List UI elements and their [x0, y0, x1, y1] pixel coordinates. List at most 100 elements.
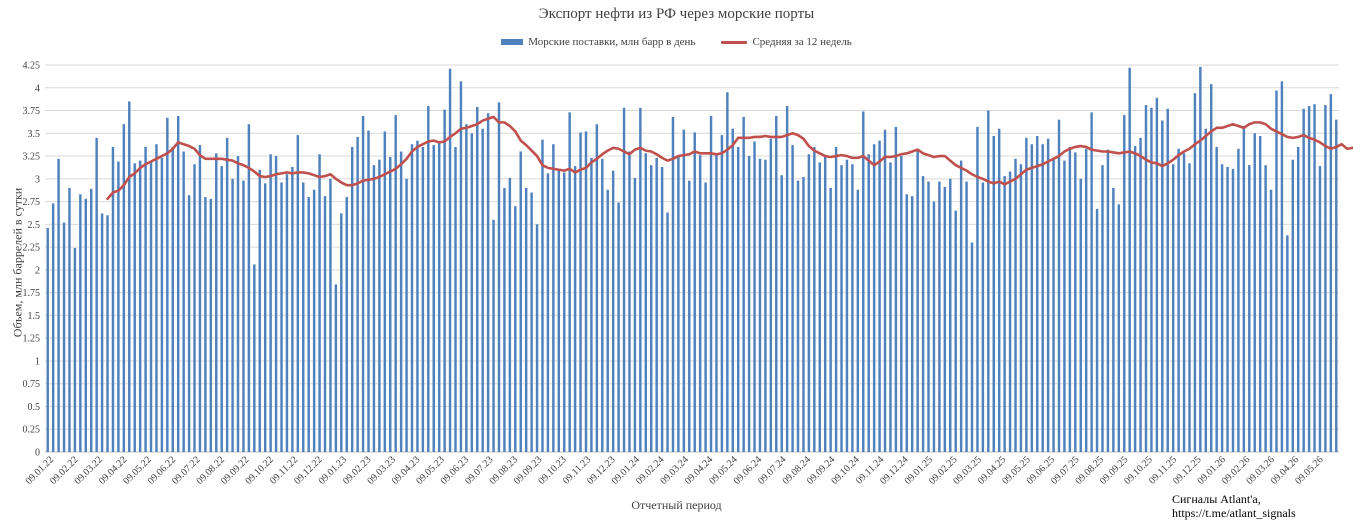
- bar: [1025, 137, 1028, 452]
- bar: [1204, 128, 1208, 453]
- bar: [476, 106, 479, 452]
- bar: [927, 181, 930, 452]
- bar: [437, 142, 441, 452]
- bar: [100, 213, 104, 452]
- y-tick-labels: 0 0.25 0.5 0.75 1 1.25 1.5 1.75 2 2.25 2.5 2.75 3 3.2…: [23, 61, 41, 459]
- bar: [785, 105, 789, 452]
- bar: [622, 107, 626, 453]
- bar: [89, 188, 93, 452]
- bar: [144, 146, 147, 452]
- bar: [1253, 133, 1256, 453]
- bar: [427, 105, 430, 452]
- bar: [682, 129, 686, 452]
- bar: [1302, 108, 1305, 453]
- bar: [182, 151, 185, 452]
- bar: [742, 116, 745, 453]
- bar: [247, 124, 251, 452]
- bar: [138, 160, 142, 453]
- bar: [492, 219, 495, 452]
- x-tick-labels: 09.01.2209.02.2209.03.2209.04.2209.05.22…: [24, 454, 1326, 487]
- bar: [959, 160, 963, 453]
- bar: [117, 161, 120, 452]
- bar: [671, 116, 675, 453]
- y-tick-label: 3.75: [23, 106, 41, 117]
- bar: [340, 213, 343, 452]
- bar: [552, 144, 555, 452]
- bar: [394, 115, 397, 452]
- y-tick-label: 1.75: [23, 288, 41, 299]
- bar: [976, 126, 979, 453]
- bar: [302, 182, 305, 452]
- bar: [1003, 176, 1006, 452]
- bar: [698, 155, 702, 452]
- bar: [731, 128, 734, 453]
- bar: [650, 165, 653, 452]
- bar: [1019, 164, 1023, 452]
- credit-line-1: Сигналы Atlant'a,: [1172, 492, 1261, 506]
- bar: [943, 187, 947, 452]
- bar: [225, 137, 229, 452]
- bar: [1313, 104, 1316, 452]
- bar: [639, 107, 642, 453]
- bar: [987, 110, 990, 452]
- bar: [807, 154, 811, 453]
- bar: [432, 145, 435, 452]
- bar: [573, 166, 577, 452]
- bar: [307, 197, 310, 452]
- y-tick-label: 3.5: [28, 129, 41, 140]
- bar: [851, 164, 854, 452]
- bar: [84, 198, 87, 452]
- bar: [1248, 165, 1251, 452]
- bar: [1210, 84, 1213, 453]
- bar: [1258, 136, 1262, 452]
- bar: [867, 154, 870, 453]
- legend-label-line: Средняя за 12 недель: [752, 36, 852, 48]
- legend-swatch-line: [721, 40, 748, 44]
- bar: [399, 151, 403, 452]
- bar: [1324, 105, 1327, 452]
- bar: [1318, 166, 1322, 452]
- legend-item-bars: Морские поставки, млн барр в день: [501, 36, 695, 48]
- bar: [1226, 166, 1229, 453]
- bar: [563, 172, 566, 452]
- bar: [666, 212, 669, 452]
- bar: [1193, 93, 1197, 452]
- bar: [845, 159, 849, 452]
- bar: [497, 102, 501, 452]
- bar: [601, 158, 604, 453]
- bar: [285, 174, 289, 452]
- y-tick-label: 2.75: [23, 197, 41, 208]
- bar: [503, 187, 506, 452]
- bar: [1057, 119, 1061, 452]
- bar: [704, 182, 707, 452]
- bar: [1008, 171, 1012, 453]
- bar: [1150, 107, 1153, 453]
- bar: [1063, 160, 1066, 453]
- y-tick-label: 2.5: [28, 220, 41, 231]
- bar: [829, 187, 832, 452]
- bar: [590, 157, 593, 452]
- bar: [454, 146, 457, 452]
- bar: [329, 178, 332, 452]
- bar: [350, 146, 354, 452]
- bar: [1036, 136, 1039, 452]
- bar: [905, 194, 908, 453]
- chart-legend: Морские поставки, млн барр в день Средня…: [0, 36, 1353, 48]
- bar: [1030, 144, 1034, 452]
- bar: [187, 195, 191, 452]
- bar: [95, 137, 98, 452]
- bar: [1220, 164, 1224, 452]
- bar: [176, 115, 180, 453]
- bar: [595, 124, 599, 452]
- bar: [231, 178, 234, 452]
- y-tick-label: 1: [35, 356, 40, 367]
- bar: [198, 145, 202, 452]
- bar: [68, 187, 71, 452]
- bar: [383, 131, 387, 452]
- bar: [1112, 187, 1115, 452]
- bar: [644, 153, 648, 452]
- bar: [1144, 105, 1148, 452]
- bar: [823, 156, 827, 452]
- bar: [840, 165, 843, 452]
- bar: [677, 155, 680, 452]
